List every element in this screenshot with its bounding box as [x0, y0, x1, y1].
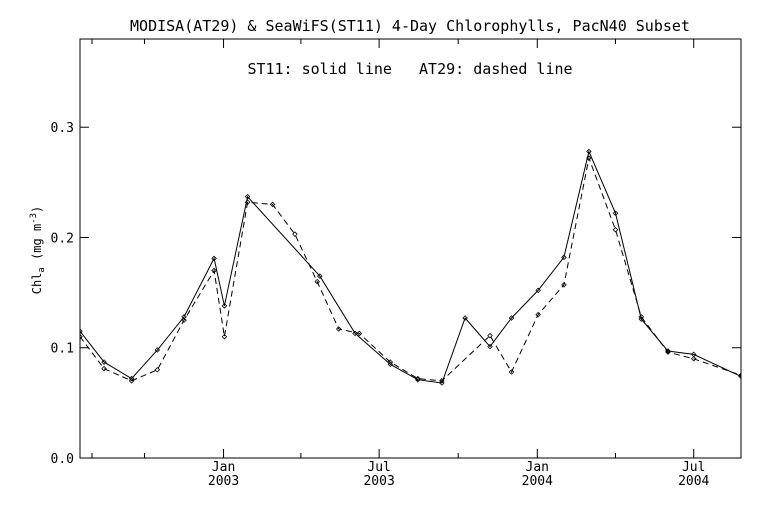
point-st11-4: [181, 314, 187, 320]
point-at29-7: [244, 199, 251, 205]
y-axis-label-main: Chl: [30, 273, 44, 295]
y-tick-label-2: 0.2: [51, 231, 74, 246]
point-st11-10: [387, 361, 394, 368]
point-st11-6: [221, 303, 228, 309]
point-st11-7: [244, 193, 251, 200]
y-axis-label-sup: -3: [29, 213, 39, 224]
point-at29-23: [665, 349, 671, 355]
legend-annotation: ST11: solid line AT29: dashed line: [247, 60, 572, 78]
x-tick-month-0: Jan: [212, 460, 235, 475]
x-tick-month-3: Jul: [682, 460, 705, 475]
point-at29-4: [181, 317, 187, 323]
point-at29-9: [292, 231, 298, 237]
x-tick-year-1: 2003: [363, 474, 394, 489]
x-tick-month-2: Jan: [526, 460, 549, 475]
point-st11-17: [561, 254, 567, 261]
point-at29-5: [211, 267, 217, 274]
y-tick-label-1: 0.1: [51, 342, 74, 357]
point-at29-0: [80, 333, 83, 340]
point-at29-20: [586, 155, 592, 161]
y-tick-label-3: 0.3: [51, 121, 74, 136]
point-at29-16: [487, 332, 493, 339]
point-at29-25: [738, 372, 741, 379]
point-at29-17: [508, 369, 515, 375]
point-at29-3: [154, 367, 161, 373]
point-at29-13: [387, 359, 394, 365]
point-at29-22: [638, 314, 645, 320]
x-tick-month-1: Jul: [367, 460, 390, 475]
series-line-st11: [80, 149, 741, 384]
x-tick-year-2: 2004: [522, 474, 553, 489]
point-st11-14: [487, 343, 493, 350]
point-at29-21: [612, 226, 619, 233]
point-st11-15: [508, 315, 515, 321]
y-axis-label-unit: (mg m: [30, 224, 44, 260]
point-st11-16: [535, 287, 541, 294]
point-st11-1: [101, 359, 107, 365]
point-at29-15: [439, 378, 445, 384]
point-at29-8: [269, 201, 276, 208]
x-tick-year-0: 2003: [208, 474, 239, 489]
y-axis-label: Chla (mg m-3): [29, 206, 47, 295]
point-st11-19: [612, 210, 619, 216]
point-at29-2: [128, 378, 135, 384]
series-layer: [80, 148, 741, 386]
point-st11-12: [439, 380, 445, 386]
point-at29-18: [535, 311, 541, 318]
point-st11-3: [154, 347, 161, 353]
point-at29-12: [356, 330, 363, 337]
point-st11-18: [586, 148, 592, 155]
point-at29-24: [690, 355, 697, 362]
point-at29-10: [314, 278, 321, 285]
chart-title: MODISA(AT29) & SeaWiFS(ST11) 4-Day Chlor…: [130, 17, 690, 35]
point-st11-13: [462, 315, 468, 321]
point-at29-6: [221, 333, 228, 340]
x-tick-year-3: 2004: [678, 474, 709, 489]
point-at29-19: [561, 282, 567, 288]
series-line-at29: [80, 156, 741, 382]
plot-frame: [79, 38, 742, 459]
point-st11-0: [80, 328, 83, 334]
y-axis-label-close: ): [30, 206, 44, 213]
point-at29-14: [415, 375, 421, 382]
point-at29-11: [335, 326, 342, 332]
y-axis: 0.0 0.1 0.2 0.3: [51, 121, 741, 467]
point-at29-1: [101, 365, 107, 372]
y-axis-label-sub: a: [37, 267, 47, 272]
y-tick-label-0: 0.0: [51, 452, 74, 467]
point-st11-8: [317, 273, 323, 279]
point-st11-5: [211, 255, 217, 262]
